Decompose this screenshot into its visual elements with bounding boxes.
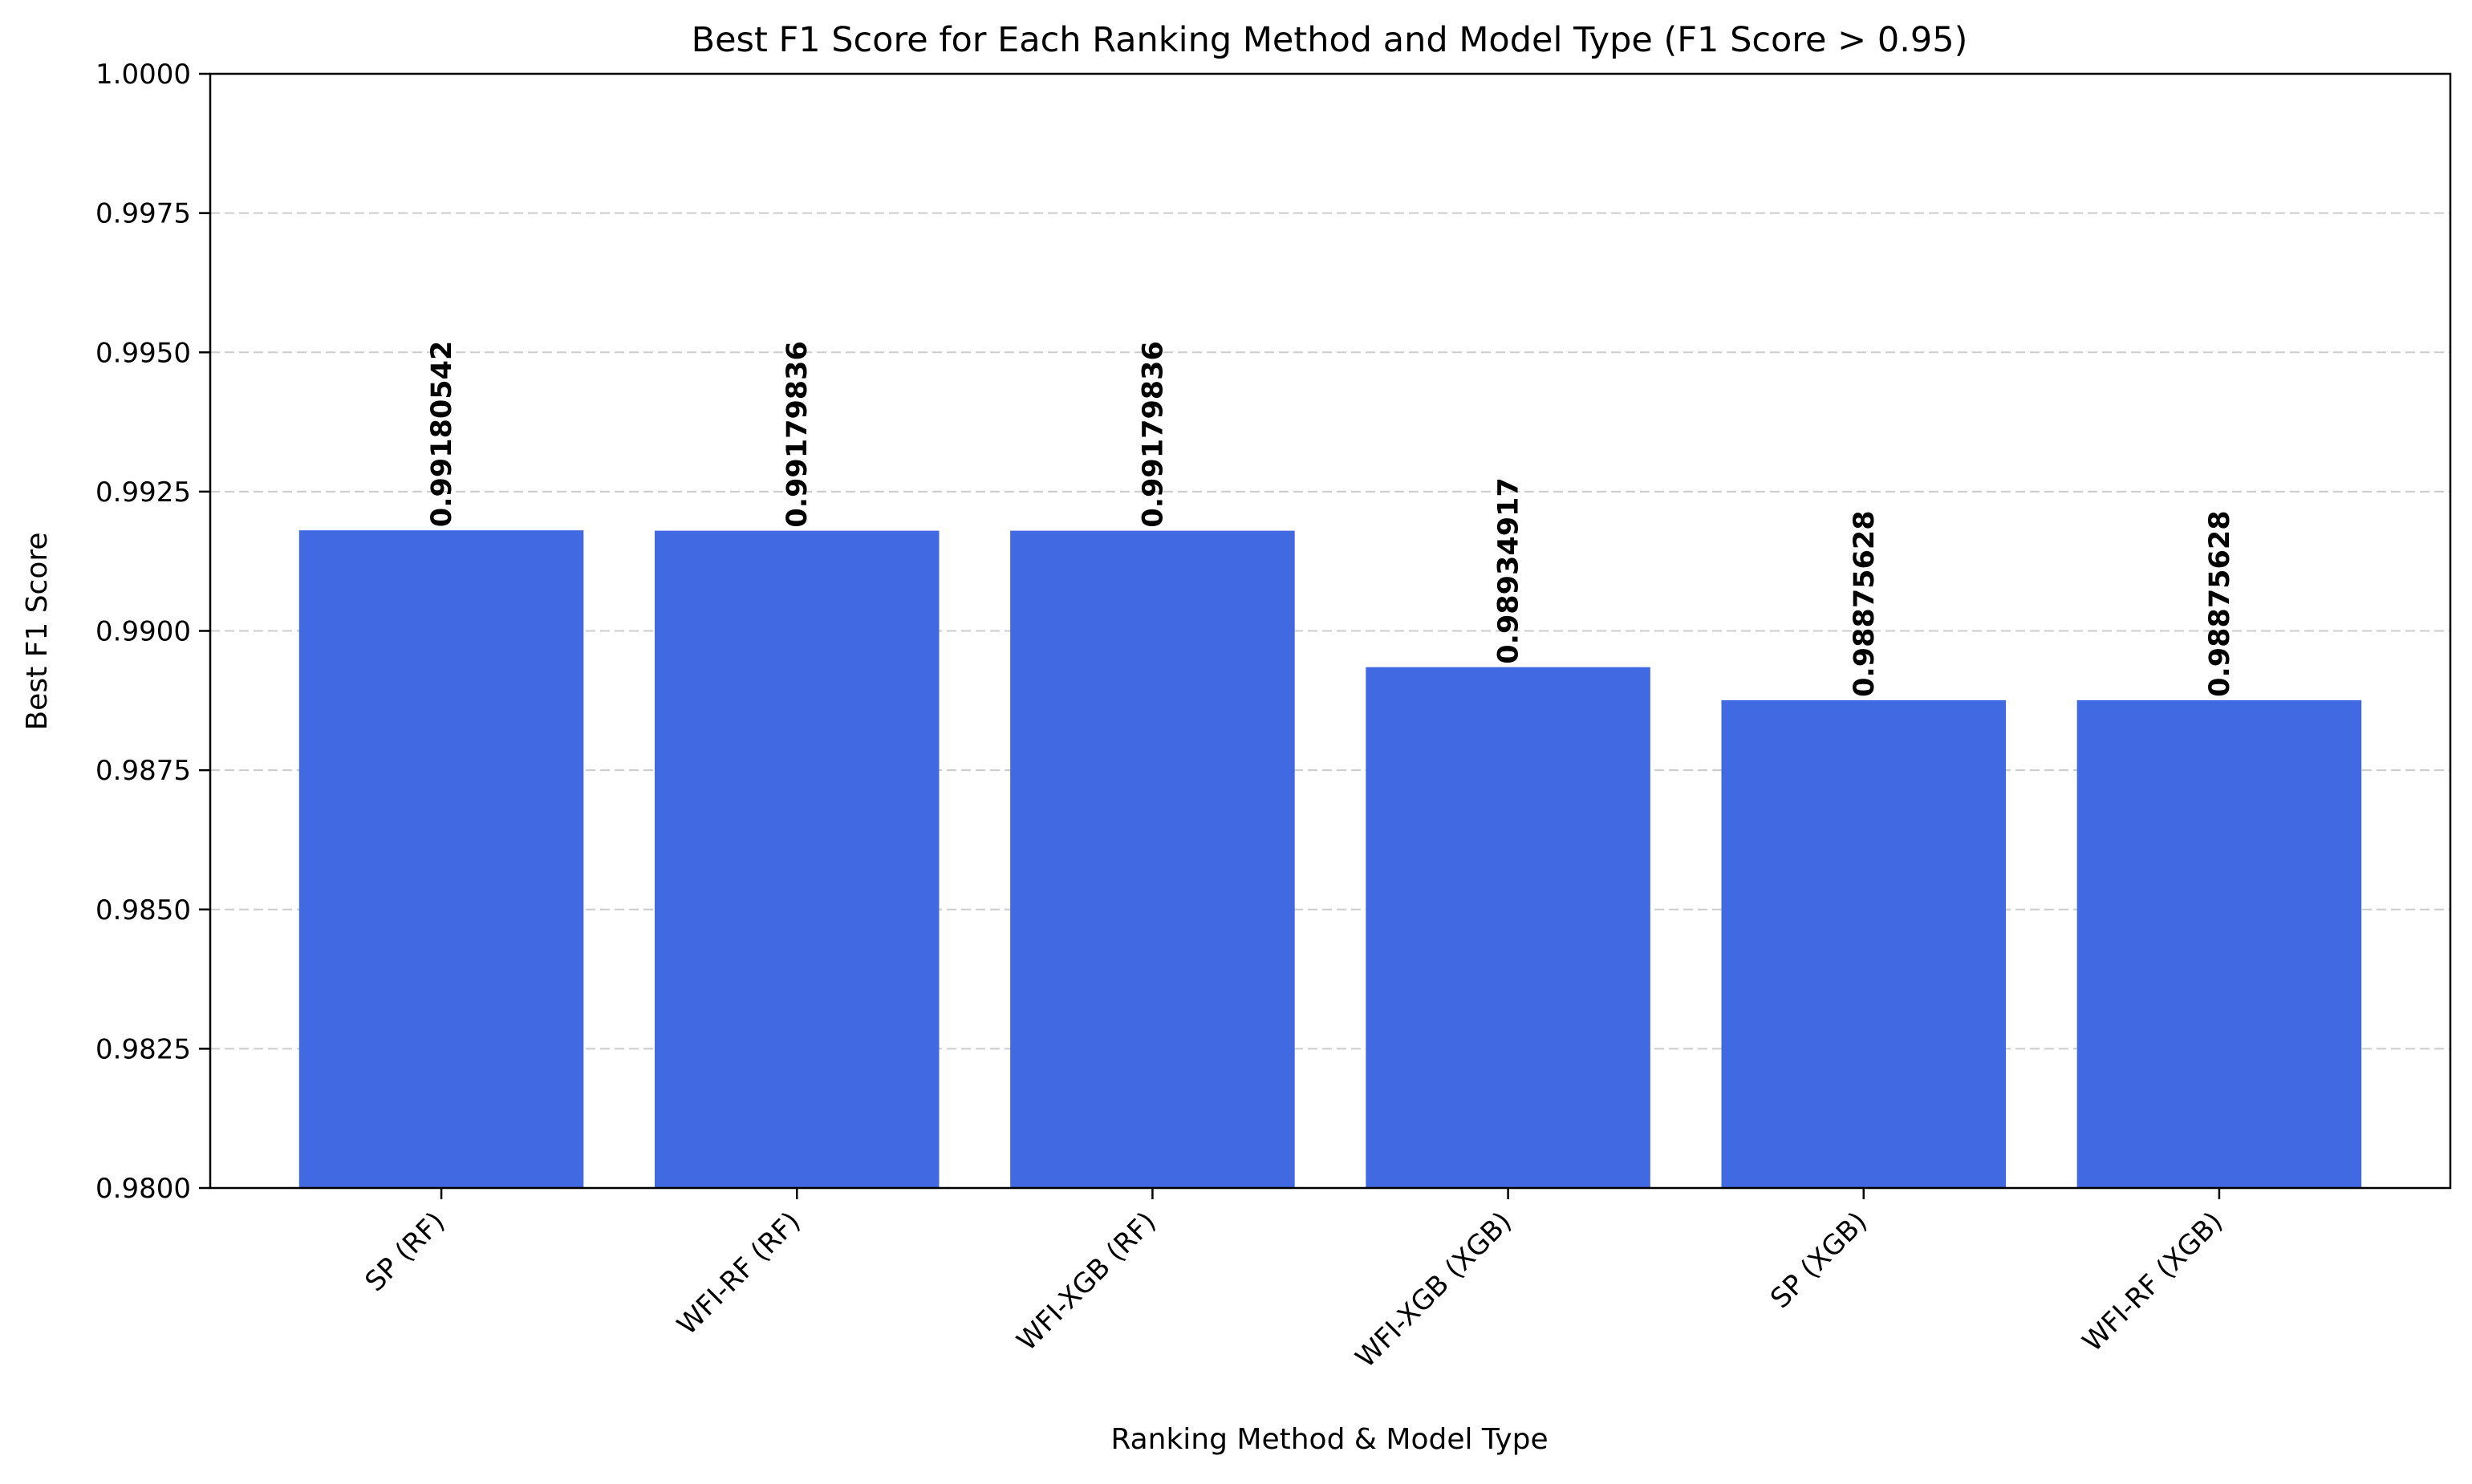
value-labels: 0.99180542 0.99179836 0.99179836 0.98934917… (426, 341, 2236, 697)
y-axis-label: Best F1 Score (21, 532, 54, 730)
chart-title: Best F1 Score for Each Ranking Method an… (692, 20, 1968, 60)
y-tick-label: 0.9950 (95, 337, 191, 369)
y-tick-label: 0.9850 (95, 894, 191, 926)
y-tick-label: 0.9800 (95, 1173, 191, 1205)
y-tick-label: 1.0000 (95, 59, 191, 91)
x-axis-label: Ranking Method & Model Type (1110, 1423, 1548, 1456)
value-label: 0.98875628 (1849, 510, 1881, 696)
value-label: 0.98875628 (2204, 510, 2236, 696)
y-tick-label: 0.9925 (95, 476, 191, 509)
value-label: 0.99179836 (781, 341, 814, 527)
y-tick-label: 0.9825 (95, 1033, 191, 1065)
bars (298, 530, 2362, 1188)
bar (1721, 699, 2007, 1188)
y-tick-label: 0.9875 (95, 755, 191, 787)
bar (1010, 530, 1295, 1188)
y-tick-label: 0.9975 (95, 198, 191, 230)
bar (298, 530, 584, 1188)
value-label: 0.99179836 (1137, 341, 1169, 527)
value-label: 0.99180542 (426, 341, 458, 527)
y-tick-label: 0.9900 (95, 616, 191, 648)
y-axis: 0.9800 0.9825 0.9850 0.9875 0.9900 0.9925 0.99… (95, 59, 210, 1205)
bar (654, 530, 940, 1188)
bar (2076, 699, 2362, 1188)
bar (1366, 667, 1650, 1188)
value-label: 0.98934917 (1493, 477, 1525, 663)
